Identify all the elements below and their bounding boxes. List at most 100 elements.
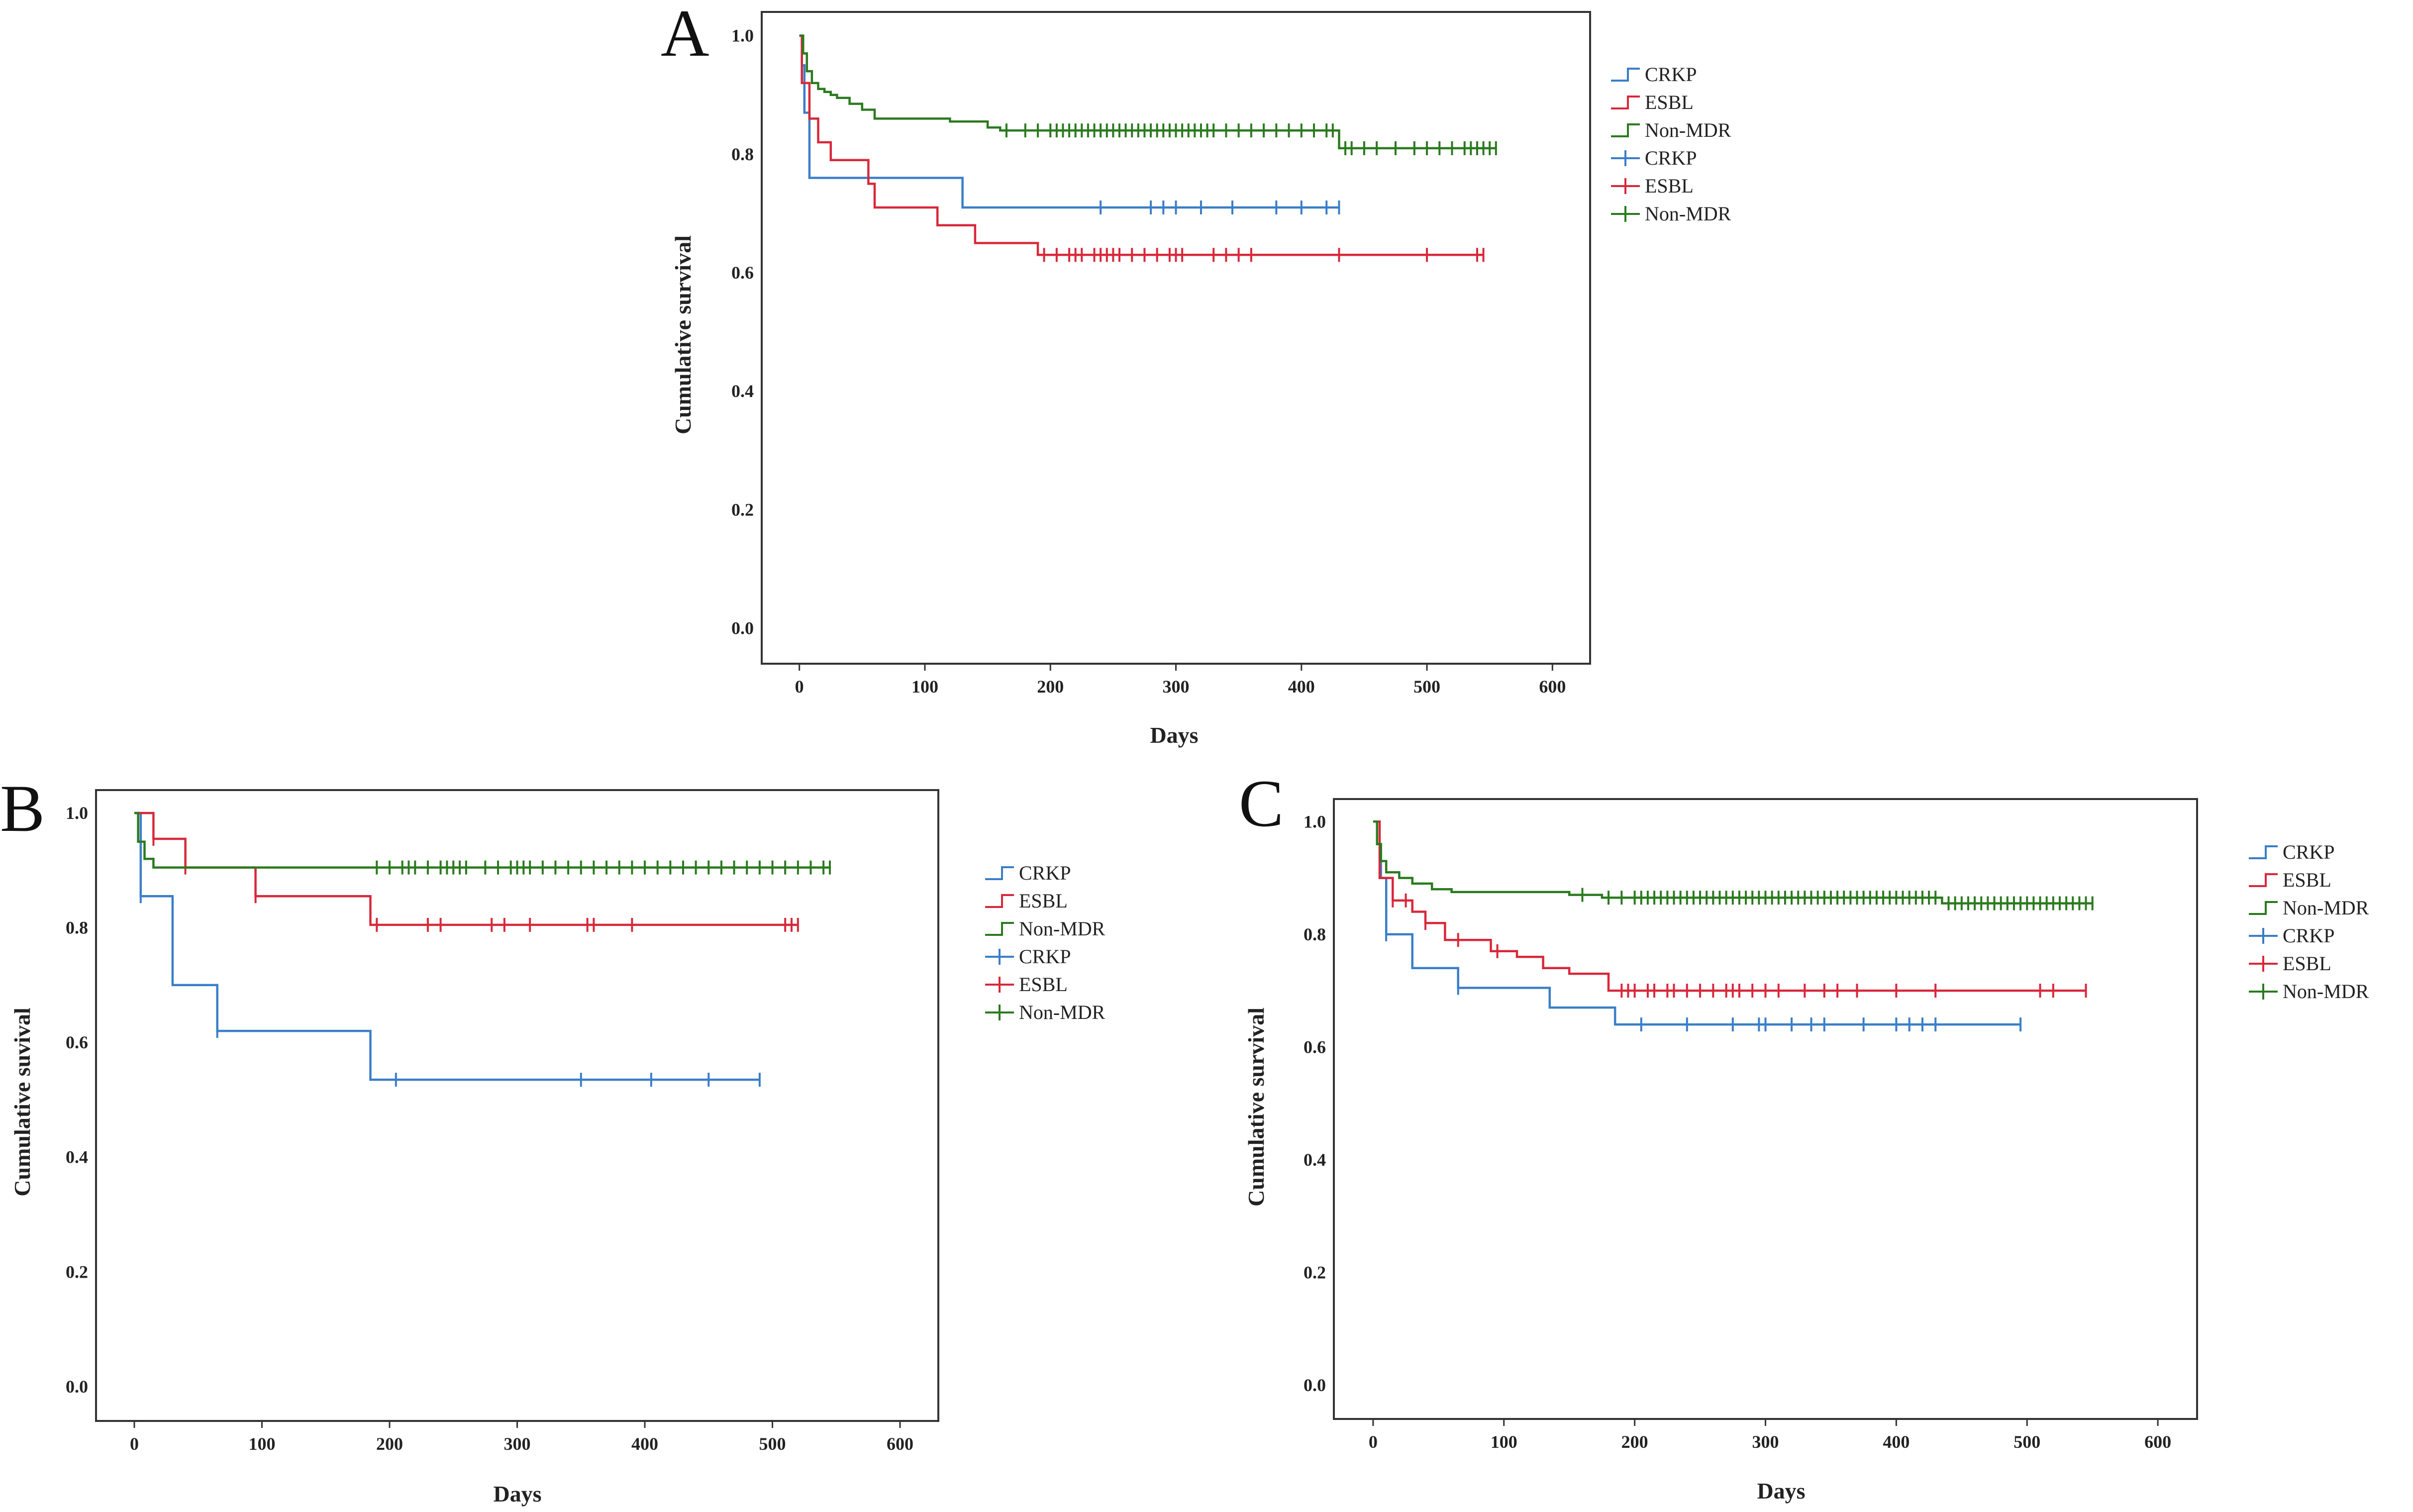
panel-a-non-mdr-survival-curve <box>799 34 1496 150</box>
panel-c-marks <box>1373 820 2094 1032</box>
panel-a-y-tick-label: 0.6 <box>731 263 754 283</box>
panel-a-legend-esbl-label: ESBL <box>1645 91 1694 113</box>
panel-a-y-tick-label: 1.0 <box>731 26 754 46</box>
panel-b-y-tick-label: 0.4 <box>66 1147 88 1167</box>
panel-c-y-tick-label: 0.0 <box>1304 1375 1326 1395</box>
panel-c-legend-crkp-step-swatch <box>2249 845 2278 859</box>
panel-a-legend-non-mdr-step-swatch <box>1611 123 1640 137</box>
panel-c-y-tick-label: 0.2 <box>1304 1262 1326 1282</box>
panel-c-legend-non-mdr-step-swatch <box>2249 901 2278 915</box>
panel-c-legend: CRKP ESBL Non-MDR CRKP ESBL Non-MDR <box>2249 841 2369 1003</box>
panel-a-y-axis-title: Cumulative survival <box>670 235 696 434</box>
panel-c-y-ticks: 0.0 0.2 0.4 0.6 0.8 1.0 <box>1304 811 1326 1395</box>
panel-c-legend-esbl-label: ESBL <box>2283 952 2331 975</box>
panel-b-plot-frame <box>95 789 939 1422</box>
panel-c-legend-esbl-step-swatch <box>2249 873 2278 887</box>
panel-a-x-ticks: 0 100 200 300 400 500 600 <box>795 664 1566 697</box>
panel-a-y-tick-label: 0.0 <box>731 618 754 638</box>
panel-b-x-tick-label: 0 <box>130 1434 139 1454</box>
panel-c-y-tick-label: 0.4 <box>1304 1150 1326 1170</box>
panel-c-x-tick-label: 0 <box>1369 1432 1378 1452</box>
panel-c: C 0 100 200 300 400 500 600 0.0 0.2 0.4 0.6 0.8 1.0… <box>1239 767 2369 1504</box>
panel-b-y-tick-label: 0.8 <box>66 918 88 938</box>
panel-a-y-ticks: 0.0 0.2 0.4 0.6 0.8 1.0 <box>731 26 754 638</box>
panel-c-x-tick-label: 300 <box>1752 1432 1779 1452</box>
panel-b-y-tick-label: 0.0 <box>66 1377 88 1397</box>
panel-a-x-tick-label: 600 <box>1539 677 1566 697</box>
panel-c-x-tick-label: 500 <box>2013 1432 2040 1452</box>
panel-b-legend-esbl-label: ESBL <box>1019 973 1068 996</box>
panel-b-x-tick-label: 600 <box>887 1434 913 1454</box>
panel-c-x-tick-label: 600 <box>2144 1432 2171 1452</box>
panel-c-x-tick-label: 200 <box>1621 1432 1648 1452</box>
panel-b-legend-esbl-label: ESBL <box>1019 890 1068 912</box>
panel-b-y-tick-label: 0.6 <box>66 1032 88 1052</box>
panel-c-x-axis-title: Days <box>1757 1478 1805 1504</box>
panel-a-legend-esbl-label: ESBL <box>1645 175 1694 197</box>
panel-a-esbl-survival-curve <box>799 34 1484 256</box>
panel-b-legend-esbl-step-swatch <box>985 894 1014 908</box>
panel-a-legend: CRKP ESBL Non-MDR CRKP ESBL Non-MDR <box>1611 63 1731 225</box>
panel-c-y-tick-label: 0.6 <box>1304 1037 1326 1057</box>
panel-c-x-ticks: 0 100 200 300 400 500 600 <box>1369 1419 2171 1452</box>
panel-a-x-tick-label: 100 <box>911 677 938 697</box>
panel-b-non-mdr-survival-curve <box>134 811 830 869</box>
panel-a-x-tick-label: 400 <box>1288 677 1315 697</box>
panel-a-letter: A <box>661 0 709 71</box>
panel-b-y-axis-title: Cumulative suvival <box>9 1008 35 1197</box>
panel-b-x-tick-label: 300 <box>504 1434 531 1454</box>
panel-a-legend-crkp-label: CRKP <box>1645 147 1697 169</box>
panel-b-legend-non-mdr-label: Non-MDR <box>1019 917 1106 940</box>
panel-a-x-tick-label: 300 <box>1163 677 1190 697</box>
panel-b-x-ticks: 0 100 200 300 400 500 600 <box>130 1421 913 1454</box>
panel-a-y-tick-label: 0.2 <box>731 500 754 519</box>
panel-c-y-tick-label: 0.8 <box>1304 924 1326 944</box>
panel-b-legend-crkp-step-swatch <box>985 866 1014 880</box>
panel-a-legend-non-mdr-label: Non-MDR <box>1645 202 1731 225</box>
panel-c-y-tick-label: 1.0 <box>1304 811 1326 831</box>
panel-a-plot-frame <box>761 11 1591 665</box>
panel-b: B 0 100 200 300 400 500 600 0.0 0.2 0.4 0.6 0.8 1.0… <box>0 772 1106 1507</box>
panel-a-x-tick-label: 500 <box>1413 677 1440 697</box>
panel-a-legend-crkp-label: CRKP <box>1645 63 1697 86</box>
panel-a-x-tick-label: 0 <box>795 677 804 697</box>
panel-a: A 0 100 200 300 400 500 600 0.0 0.2 0.4 0.6 0.8 1.0… <box>661 0 1731 748</box>
panel-a-x-axis-title: Days <box>1150 722 1198 748</box>
panel-b-legend: CRKP ESBL Non-MDR CRKP ESBL Non-MDR <box>985 862 1106 1023</box>
panel-c-x-tick-label: 100 <box>1491 1432 1517 1452</box>
panel-a-legend-esbl-step-swatch <box>1611 96 1640 109</box>
panel-b-x-tick-label: 400 <box>631 1434 658 1454</box>
panel-b-legend-non-mdr-step-swatch <box>985 922 1014 936</box>
panel-c-letter: C <box>1239 767 1284 841</box>
panel-b-letter: B <box>0 772 45 846</box>
panel-b-y-ticks: 0.0 0.2 0.4 0.6 0.8 1.0 <box>66 803 88 1397</box>
panel-a-marks <box>799 34 1497 262</box>
panel-b-legend-crkp-label: CRKP <box>1019 862 1071 884</box>
panel-b-x-axis-title: Days <box>493 1481 541 1507</box>
panel-b-x-tick-label: 100 <box>248 1434 275 1454</box>
panel-a-legend-crkp-step-swatch <box>1611 68 1640 82</box>
panel-b-x-tick-label: 500 <box>759 1434 786 1454</box>
panel-b-marks <box>134 811 831 1087</box>
panel-c-y-axis-title: Cumulative survival <box>1243 1008 1269 1207</box>
panel-b-crkp-survival-curve <box>134 811 760 1081</box>
panel-a-crkp-survival-curve <box>799 34 1339 209</box>
panel-c-legend-crkp-label: CRKP <box>2283 841 2335 863</box>
panel-c-esbl-survival-curve <box>1373 820 2086 992</box>
panel-c-x-tick-label: 400 <box>1883 1432 1910 1452</box>
panel-c-legend-esbl-label: ESBL <box>2283 869 2331 891</box>
panel-a-y-tick-label: 0.4 <box>731 381 754 401</box>
panel-a-x-tick-label: 200 <box>1037 677 1064 697</box>
panel-b-legend-crkp-label: CRKP <box>1019 945 1071 968</box>
panel-b-legend-non-mdr-label: Non-MDR <box>1019 1001 1106 1023</box>
panel-c-legend-crkp-label: CRKP <box>2283 924 2335 947</box>
panel-c-legend-non-mdr-label: Non-MDR <box>2283 897 2369 919</box>
panel-b-y-tick-label: 0.2 <box>66 1262 88 1282</box>
panel-b-y-tick-label: 1.0 <box>66 803 88 823</box>
panel-c-legend-non-mdr-label: Non-MDR <box>2283 980 2369 1003</box>
panel-c-crkp-survival-curve <box>1373 820 2021 1026</box>
panel-a-y-tick-label: 0.8 <box>731 144 754 164</box>
panel-b-x-tick-label: 200 <box>376 1434 403 1454</box>
panel-a-legend-non-mdr-label: Non-MDR <box>1645 119 1731 141</box>
